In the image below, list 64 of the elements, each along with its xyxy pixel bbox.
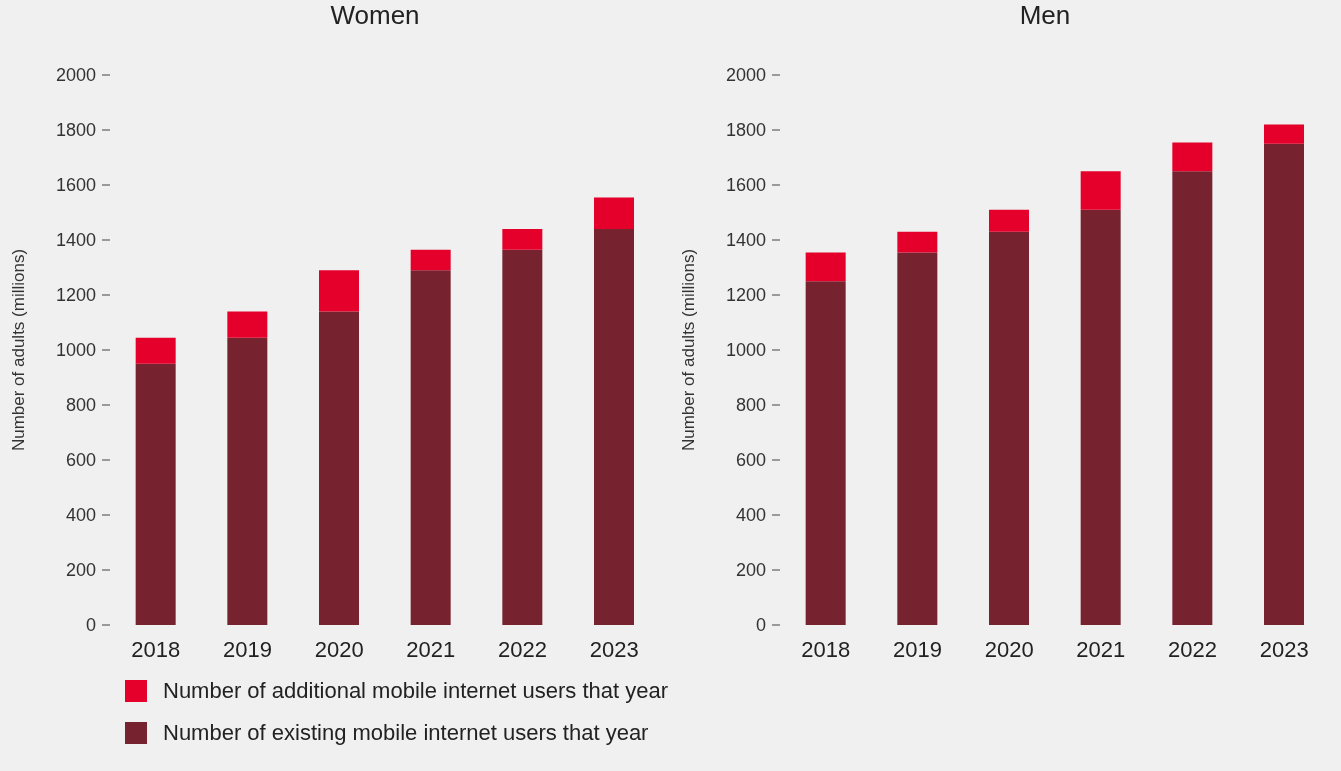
bar — [502, 249, 543, 625]
x-tick-label: 2018 — [131, 636, 181, 662]
x-tick-label: 2022 — [1168, 636, 1217, 662]
bar — [502, 229, 543, 250]
bar — [1172, 171, 1213, 625]
legend-label: Number of existing mobile internet users that year — [163, 720, 649, 746]
y-axis-title: Number of adults (millions) — [679, 248, 699, 452]
y-tick-label: 0 — [85, 615, 96, 636]
x-tick-label: 2020 — [314, 636, 364, 662]
x-tick-label: 2019 — [223, 636, 272, 662]
y-tick-label: 1400 — [725, 230, 766, 251]
x-tick-label: 2022 — [498, 636, 547, 662]
bar — [989, 231, 1029, 625]
y-tick-label: 400 — [735, 505, 766, 526]
bar — [1172, 142, 1213, 172]
bar — [1080, 171, 1121, 210]
x-tick-label: 2019 — [893, 636, 942, 662]
y-tick-label: 400 — [65, 505, 96, 526]
bar — [1080, 209, 1121, 625]
bar — [135, 337, 176, 364]
bar — [410, 249, 451, 271]
x-tick-label: 2023 — [1259, 636, 1309, 662]
chart-title: Women — [329, 0, 421, 32]
y-tick-label: 200 — [65, 560, 96, 581]
x-tick-label: 2021 — [1076, 636, 1126, 662]
bar — [319, 311, 359, 625]
y-tick-label: 1000 — [55, 340, 96, 361]
y-tick-label: 600 — [735, 450, 766, 471]
bar — [594, 229, 634, 625]
bar — [1264, 143, 1304, 625]
y-tick-label: 800 — [65, 395, 96, 416]
y-tick-label: 600 — [65, 450, 96, 471]
bar — [135, 363, 176, 625]
bar — [227, 311, 268, 338]
y-tick-label: 1200 — [55, 285, 96, 306]
x-tick-label: 2018 — [801, 636, 851, 662]
x-tick-label: 2023 — [589, 636, 639, 662]
bar — [227, 337, 268, 625]
bar — [1264, 124, 1304, 144]
x-tick-label: 2021 — [406, 636, 456, 662]
y-tick-label: 1800 — [725, 120, 766, 141]
y-tick-label: 0 — [755, 615, 766, 636]
bar — [805, 281, 846, 625]
bar — [897, 252, 938, 625]
legend-label: Number of additional mobile internet users that year — [163, 678, 669, 704]
y-tick-label: 1800 — [55, 120, 96, 141]
bar — [410, 270, 451, 625]
y-tick-label: 2000 — [55, 65, 96, 86]
y-tick-label: 2000 — [725, 65, 766, 86]
y-tick-label: 1000 — [725, 340, 766, 361]
y-tick-label: 800 — [735, 395, 766, 416]
y-axis-title: Number of adults (millions) — [9, 248, 29, 452]
y-tick-label: 1400 — [55, 230, 96, 251]
bar — [319, 270, 359, 312]
y-tick-label: 200 — [735, 560, 766, 581]
bar — [805, 252, 846, 282]
y-tick-label: 1200 — [725, 285, 766, 306]
bar — [594, 197, 634, 229]
y-tick-label: 1600 — [55, 175, 96, 196]
bar — [897, 231, 938, 253]
bar — [989, 209, 1029, 232]
x-tick-label: 2020 — [984, 636, 1034, 662]
chart-title: Men — [1018, 0, 1072, 32]
y-tick-label: 1600 — [725, 175, 766, 196]
